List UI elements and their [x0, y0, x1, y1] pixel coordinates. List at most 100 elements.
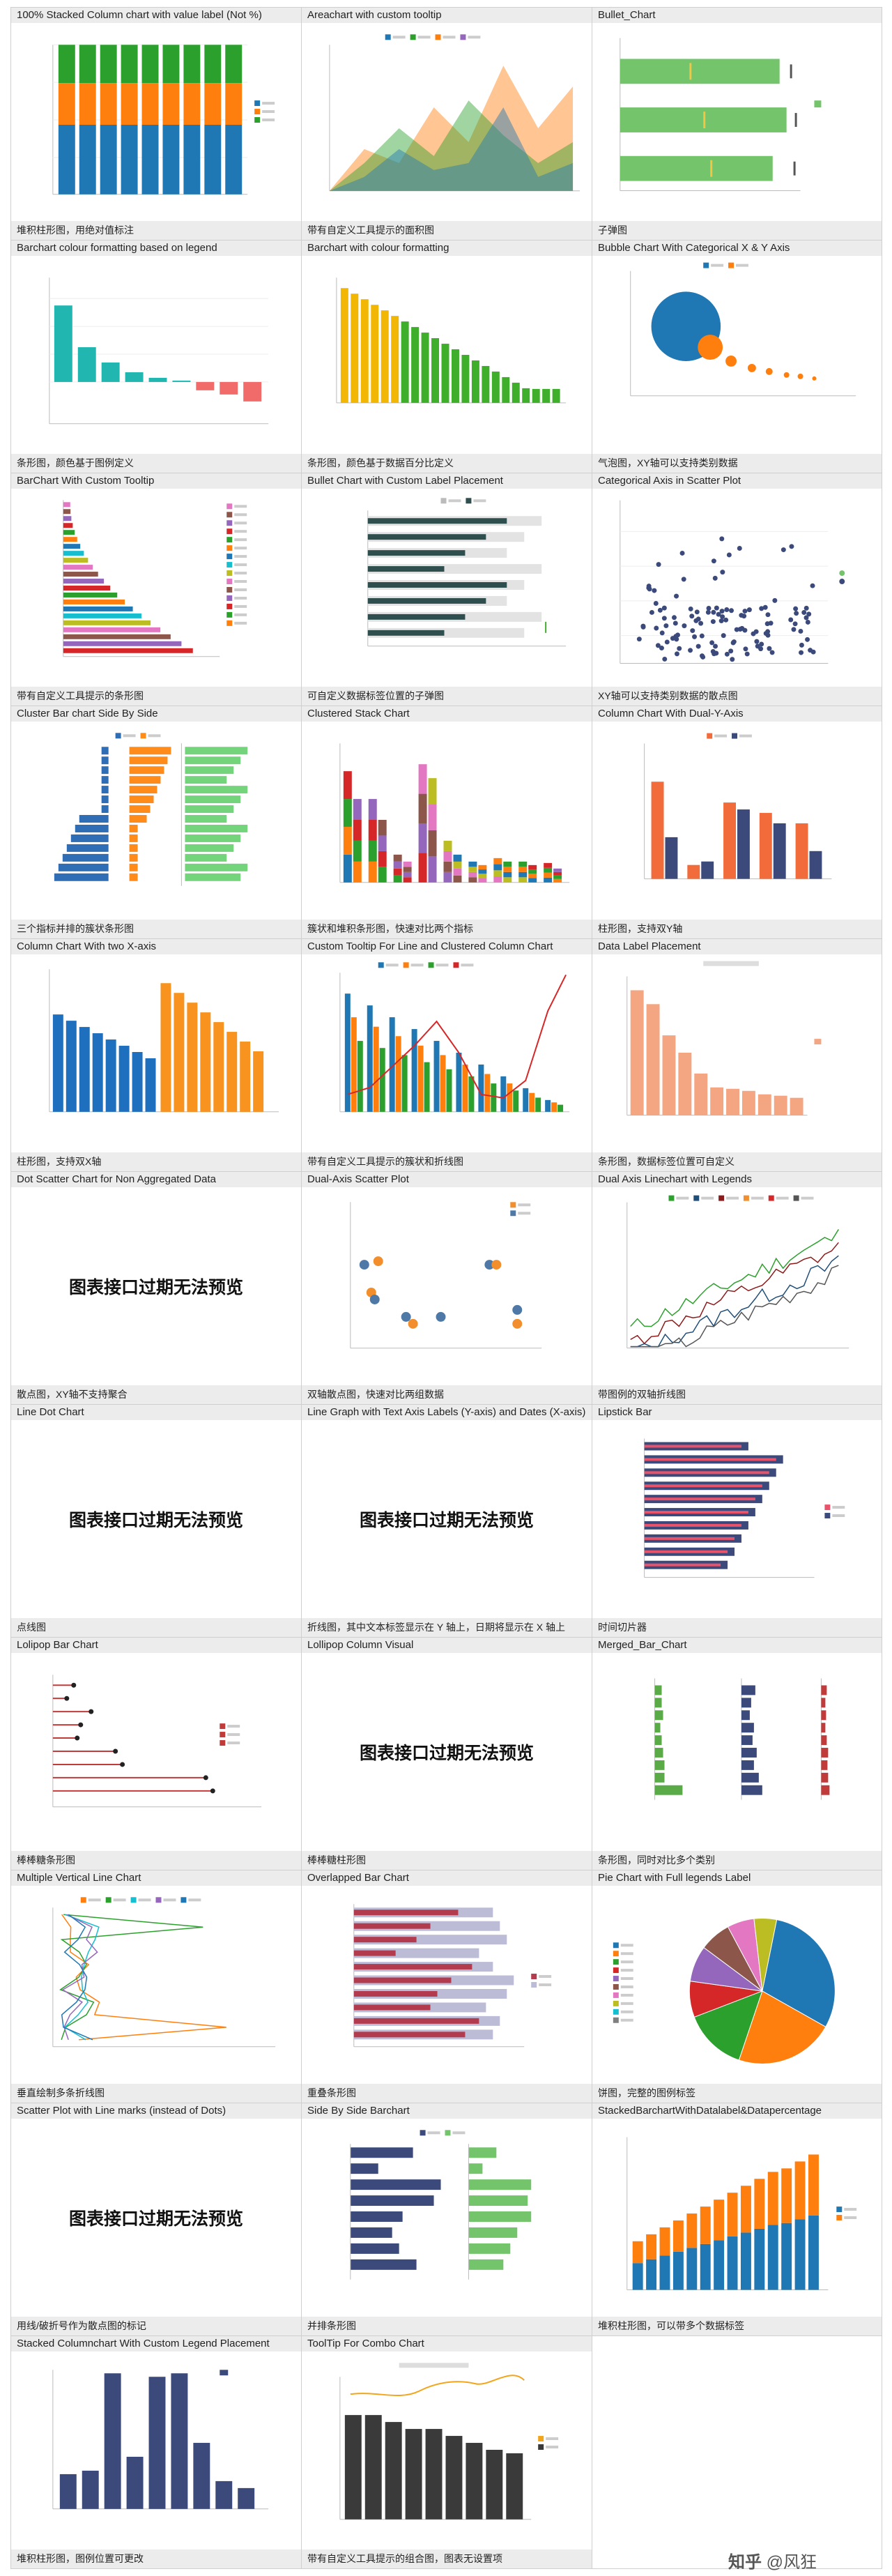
lollipop-head — [78, 1722, 84, 1728]
chart-preview — [11, 1887, 301, 2083]
chart-preview: 图表接口过期无法预览 — [11, 2119, 301, 2316]
chart-tile[interactable]: Data Label Placement 条形图，数据标签位置可自定义 — [592, 939, 882, 1172]
bar — [433, 1041, 440, 1112]
legend-label-placeholder — [227, 1742, 240, 1745]
bar-front — [353, 1923, 431, 1929]
chart-tile[interactable]: StackedBarchartWithDatalabel&Datapercent… — [592, 2103, 882, 2336]
chart-tile[interactable]: 100% Stacked Column chart with value lab… — [11, 8, 302, 241]
bar — [185, 756, 241, 765]
scatter-point — [699, 653, 705, 659]
bar — [118, 1046, 130, 1112]
bar — [512, 382, 520, 403]
legend-label-placeholder — [739, 734, 752, 738]
bar — [821, 1785, 830, 1795]
legend-label-placeholder — [234, 555, 247, 558]
bar-segment — [727, 2193, 738, 2236]
bar — [129, 805, 151, 814]
tile-caption: 用线/破折号作为散点图的标记 — [11, 2317, 301, 2335]
legend-swatch — [428, 962, 434, 968]
chart-tile[interactable]: Overlapped Bar Chart 重叠条形图 — [302, 1870, 592, 2103]
chart-tile[interactable]: Areachart with custom tooltip 带有自定义工具提示的面… — [302, 8, 592, 241]
bar — [129, 786, 157, 794]
bar-segment — [632, 2263, 643, 2290]
chart-tile[interactable]: Custom Tooltip For Line and Clustered Co… — [302, 939, 592, 1172]
chart-thumbnail — [54, 733, 248, 886]
bar-segment — [79, 124, 96, 195]
scatter-point — [726, 552, 732, 558]
chart-tile[interactable]: Dual Axis Linechart with Legends 带图例的双轴折线… — [592, 1172, 882, 1405]
bar — [185, 834, 241, 842]
scatter-point — [682, 623, 687, 629]
chart-tile[interactable]: Categorical Axis in Scatter Plot XY轴可以支持类… — [592, 473, 882, 706]
chart-tile[interactable]: BarChart With Custom Tooltip 带有自定义工具提示的条形… — [11, 473, 302, 706]
tile-title: Dual-Axis Scatter Plot — [302, 1172, 592, 1187]
chart-tile[interactable]: Pie Chart with Full legends Label 饼图，完整的图… — [592, 1870, 882, 2103]
chart-thumbnail — [52, 1675, 262, 1808]
bar-segment — [100, 45, 117, 84]
bar — [395, 1036, 401, 1112]
chart-tile[interactable]: Scatter Plot with Line marks (instead of… — [11, 2103, 302, 2336]
chart-thumbnail — [626, 961, 822, 1116]
chart-tile[interactable]: Bullet_Chart 子弹图 — [592, 8, 882, 241]
chart-preview — [11, 955, 301, 1152]
chart-tile[interactable]: Line Graph with Text Axis Labels (Y-axis… — [302, 1405, 592, 1638]
chart-tile[interactable]: Bullet Chart with Custom Label Placement… — [302, 473, 592, 706]
tile-title: Barchart colour formatting based on lege… — [11, 241, 301, 256]
bar — [63, 537, 77, 542]
bar-segment — [700, 2207, 711, 2244]
chart-tile[interactable]: Cluster Bar chart Side By Side 三个指标并排的簇状条… — [11, 706, 302, 939]
chart-tile[interactable]: Lolipop Bar Chart 棒棒糖条形图 — [11, 1638, 302, 1870]
chart-tile[interactable]: Multiple Vertical Line Chart 垂直绘制多条折线图 — [11, 1870, 302, 2103]
tile-title: Line Graph with Text Axis Labels (Y-axis… — [302, 1405, 592, 1420]
chart-tile[interactable]: Barchart colour formatting based on lege… — [11, 241, 302, 473]
bar-segment — [121, 83, 138, 125]
bar — [741, 1760, 754, 1770]
chart-tile[interactable]: Merged_Bar_Chart 条形图，同时对比多个类别 — [592, 1638, 882, 1870]
bar — [238, 2487, 255, 2509]
legend-swatch — [707, 733, 713, 739]
bar — [654, 1748, 663, 1758]
bar — [185, 873, 241, 881]
scatter-point — [706, 606, 712, 611]
tile-caption: 子弹图 — [592, 221, 882, 240]
chart-tile[interactable]: Stacked Columnchart With Custom Legend P… — [11, 2336, 302, 2569]
chart-tile[interactable]: Column Chart With two X-axis 柱形图，支持双X轴 — [11, 939, 302, 1172]
bar — [774, 1095, 787, 1115]
bar — [129, 756, 168, 765]
scatter-point — [436, 1311, 446, 1322]
chart-tile[interactable]: Side By Side Barchart 并排条形图 — [302, 2103, 592, 2336]
area-series — [329, 66, 574, 191]
bar — [105, 1039, 116, 1112]
legend-swatch — [460, 34, 466, 40]
chart-tile[interactable]: Bubble Chart With Categorical X & Y Axis… — [592, 241, 882, 473]
chart-tile[interactable]: Clustered Stack Chart 簇状和堆积条形图，快速对比两个指标 — [302, 706, 592, 939]
chart-tile[interactable]: Lipstick Bar 时间切片器 — [592, 1405, 882, 1638]
scatter-point — [799, 642, 804, 648]
bar — [148, 2377, 166, 2509]
legend-swatch — [155, 1897, 162, 1903]
bar — [196, 381, 215, 390]
bar-segment — [503, 871, 512, 878]
bar — [129, 795, 154, 804]
legend-label-placeholder — [410, 963, 424, 967]
chart-thumbnail — [644, 733, 832, 880]
chart-tile[interactable]: ToolTip For Combo Chart 带有自定义工具提示的组合图，图表无… — [302, 2336, 592, 2569]
bar-segment — [393, 868, 402, 876]
tile-title: Overlapped Bar Chart — [302, 1870, 592, 1886]
chart-tile[interactable]: Lollipop Column Visual 图表接口过期无法预览 棒棒糖柱形图 — [302, 1638, 592, 1870]
chart-preview — [592, 1421, 882, 1617]
bar — [213, 1022, 224, 1112]
legend-label-placeholder — [262, 119, 275, 122]
chart-tile[interactable]: Line Dot Chart 图表接口过期无法预览 点线图 — [11, 1405, 302, 1638]
scatter-point — [724, 651, 730, 657]
chart-tile[interactable]: Dual-Axis Scatter Plot 双轴散点图，快速对比两组数据 — [302, 1172, 592, 1405]
bar-segment — [403, 871, 412, 878]
bar — [662, 1035, 676, 1115]
bar-segment — [428, 804, 437, 830]
chart-tile[interactable]: Dot Scatter Chart for Non Aggregated Dat… — [11, 1172, 302, 1405]
chart-tile[interactable]: Column Chart With Dual-Y-Axis 柱形图，支持双Y轴 — [592, 706, 882, 939]
chart-tile[interactable]: Barchart with colour formatting 条形图，颜色基于数… — [302, 241, 592, 473]
line-series — [630, 1242, 839, 1345]
legend-swatch — [220, 2370, 229, 2376]
bar — [185, 844, 234, 852]
